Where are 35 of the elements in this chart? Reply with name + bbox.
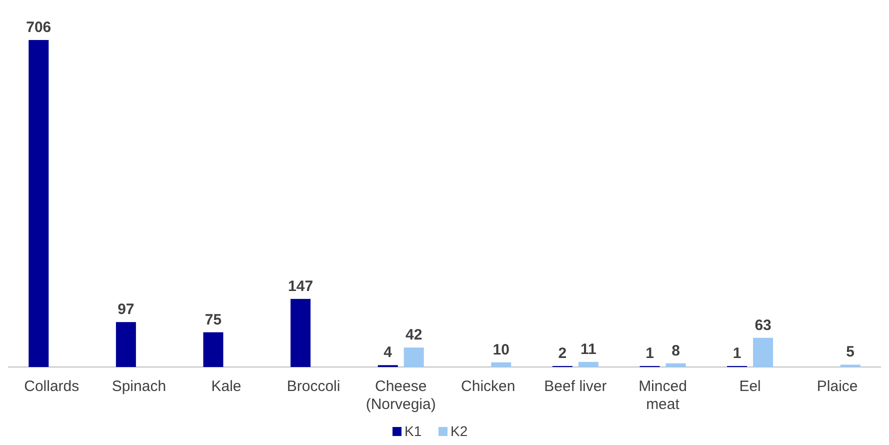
bar — [28, 40, 49, 367]
data-label: 1 — [732, 345, 742, 362]
bar — [491, 362, 512, 367]
data-label: 97 — [118, 301, 134, 318]
x-tick-label: Minced meat — [638, 378, 687, 413]
x-tick-label: Plaice — [816, 378, 858, 395]
x-tick-label: Eel — [739, 378, 761, 395]
x-tick-label: Collards — [24, 378, 80, 395]
bar — [404, 348, 424, 367]
x-tick-label: Broccoli — [286, 378, 340, 395]
bar — [666, 363, 686, 367]
data-label: 147 — [288, 278, 314, 295]
bar — [290, 298, 311, 367]
data-label: 2 — [558, 345, 567, 362]
data-label: 706 — [26, 19, 52, 36]
data-label: 75 — [204, 311, 222, 328]
x-tick-label: Beef liver — [544, 378, 607, 395]
bar — [578, 362, 598, 367]
x-tick-label: Spinach — [112, 378, 166, 395]
x-tick-label: Chicken — [461, 378, 516, 395]
bar — [203, 332, 224, 367]
data-label: 8 — [672, 342, 680, 360]
x-tick-label: Cheese (Norvegia) — [366, 378, 436, 413]
data-label: 1 — [646, 345, 654, 362]
bar — [116, 322, 136, 367]
data-label: 63 — [754, 316, 772, 334]
data-label: 10 — [492, 341, 510, 358]
data-label: 42 — [406, 326, 422, 344]
legend-label: K1 — [404, 423, 422, 439]
data-label: 5 — [846, 344, 855, 361]
legend-label: K2 — [450, 423, 468, 439]
data-label: 11 — [580, 340, 596, 358]
bar — [753, 338, 774, 367]
data-label: 4 — [384, 344, 393, 362]
x-tick-label: Kale — [211, 378, 242, 395]
